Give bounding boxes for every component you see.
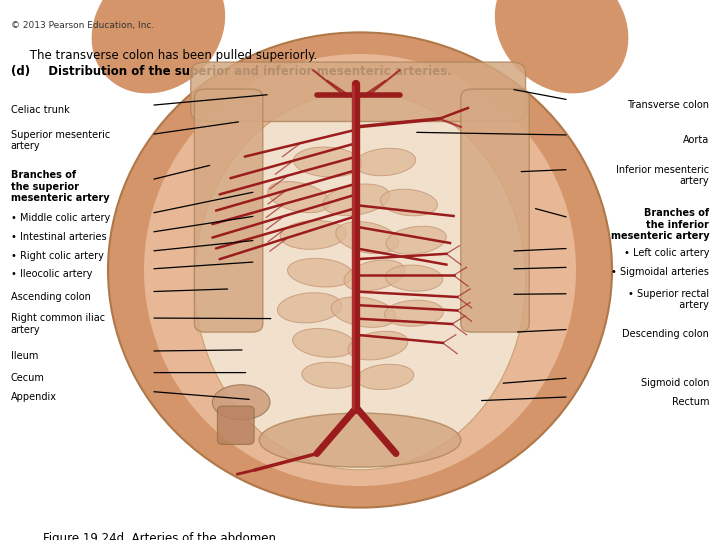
Ellipse shape bbox=[91, 0, 225, 93]
Ellipse shape bbox=[277, 293, 342, 323]
Text: Branches of
the superior
mesenteric artery: Branches of the superior mesenteric arte… bbox=[11, 170, 109, 203]
Ellipse shape bbox=[287, 258, 354, 287]
Ellipse shape bbox=[356, 364, 414, 389]
Ellipse shape bbox=[268, 181, 330, 213]
Text: Aorta: Aorta bbox=[683, 135, 709, 145]
Text: • Sigmoidal arteries: • Sigmoidal arteries bbox=[611, 267, 709, 278]
Ellipse shape bbox=[385, 265, 443, 291]
Ellipse shape bbox=[194, 92, 526, 470]
Text: • Ileocolic artery: • Ileocolic artery bbox=[11, 269, 92, 279]
Text: © 2013 Pearson Education, Inc.: © 2013 Pearson Education, Inc. bbox=[11, 21, 154, 30]
Text: Celiac trunk: Celiac trunk bbox=[11, 105, 70, 116]
Ellipse shape bbox=[495, 0, 629, 93]
Text: Transverse colon: Transverse colon bbox=[627, 100, 709, 110]
Ellipse shape bbox=[355, 148, 415, 176]
Text: Superior mesenteric
artery: Superior mesenteric artery bbox=[11, 130, 110, 151]
Ellipse shape bbox=[386, 226, 446, 254]
FancyBboxPatch shape bbox=[191, 62, 526, 122]
Text: (d): (d) bbox=[11, 65, 30, 78]
Ellipse shape bbox=[348, 331, 408, 360]
Text: The transverse colon has been pulled superiorly.: The transverse colon has been pulled sup… bbox=[11, 49, 317, 62]
Text: • Right colic artery: • Right colic artery bbox=[11, 251, 104, 261]
FancyBboxPatch shape bbox=[194, 89, 263, 332]
Ellipse shape bbox=[259, 413, 461, 467]
Text: • Intestinal arteries: • Intestinal arteries bbox=[11, 232, 107, 242]
Text: • Superior rectal
  artery: • Superior rectal artery bbox=[628, 289, 709, 310]
Ellipse shape bbox=[302, 362, 361, 388]
Text: Appendix: Appendix bbox=[11, 392, 57, 402]
Text: Cecum: Cecum bbox=[11, 373, 45, 383]
Text: Descending colon: Descending colon bbox=[622, 329, 709, 340]
Text: Inferior mesenteric
artery: Inferior mesenteric artery bbox=[616, 165, 709, 186]
Ellipse shape bbox=[294, 147, 361, 177]
FancyBboxPatch shape bbox=[217, 406, 254, 444]
Ellipse shape bbox=[144, 54, 576, 486]
Ellipse shape bbox=[292, 328, 356, 357]
Text: Branches of
the inferior
mesenteric artery: Branches of the inferior mesenteric arte… bbox=[611, 208, 709, 241]
Ellipse shape bbox=[344, 260, 405, 291]
Ellipse shape bbox=[280, 220, 346, 249]
Text: • Left colic artery: • Left colic artery bbox=[624, 248, 709, 259]
Ellipse shape bbox=[323, 184, 390, 215]
Text: Right common iliac
artery: Right common iliac artery bbox=[11, 313, 105, 335]
Ellipse shape bbox=[336, 221, 399, 254]
Text: Rectum: Rectum bbox=[672, 397, 709, 407]
Text: Figure 19.24d  Arteries of the abdomen.: Figure 19.24d Arteries of the abdomen. bbox=[43, 532, 280, 540]
Ellipse shape bbox=[380, 189, 438, 216]
FancyBboxPatch shape bbox=[461, 89, 529, 332]
Text: Ascending colon: Ascending colon bbox=[11, 292, 91, 302]
Ellipse shape bbox=[384, 300, 444, 326]
Text: Ileum: Ileum bbox=[11, 351, 38, 361]
Text: Sigmoid colon: Sigmoid colon bbox=[641, 378, 709, 388]
Text: • Middle colic artery: • Middle colic artery bbox=[11, 213, 110, 224]
Ellipse shape bbox=[212, 384, 270, 420]
Text: Distribution of the superior and inferior mesenteric arteries.: Distribution of the superior and inferio… bbox=[40, 65, 451, 78]
Ellipse shape bbox=[108, 32, 612, 508]
Ellipse shape bbox=[331, 297, 396, 327]
